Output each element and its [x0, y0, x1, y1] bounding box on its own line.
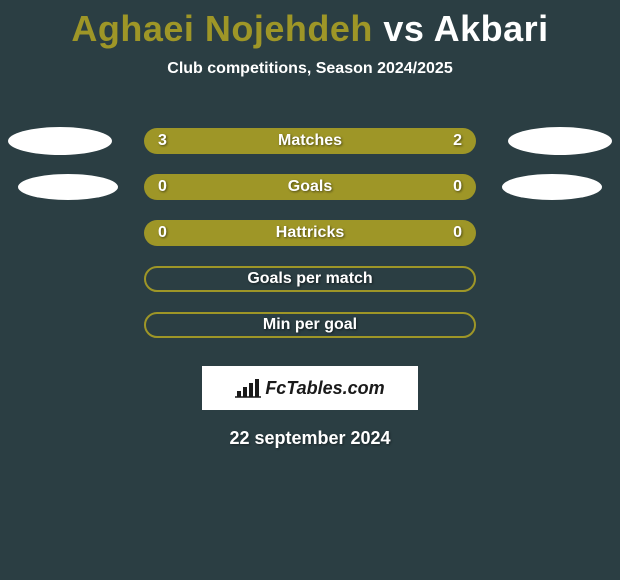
stat-label: Hattricks: [276, 224, 344, 242]
stats-container: 3 Matches 2 0 Goals 0 0 Hattricks 0 Goals per mat…: [0, 118, 620, 348]
vs-text: vs: [383, 8, 424, 49]
player1-name: Aghaei Nojehdeh: [71, 8, 373, 49]
stat-row: Min per goal: [0, 302, 620, 348]
stat-label: Goals per match: [247, 270, 372, 288]
chart-icon: [235, 377, 261, 399]
stat-value-right: 0: [453, 224, 462, 242]
stat-bar: 3 Matches 2: [144, 128, 476, 154]
player-marker-left: [18, 174, 118, 200]
comparison-title: Aghaei Nojehdeh vs Akbari: [0, 0, 620, 50]
stat-bar: Min per goal: [144, 312, 476, 338]
stat-bar: 0 Goals 0: [144, 174, 476, 200]
player-marker-right: [508, 127, 612, 155]
logo-banner: FcTables.com: [202, 366, 418, 410]
date-text: 22 september 2024: [0, 428, 620, 449]
stat-label: Matches: [278, 132, 342, 150]
stat-value-left: 0: [158, 224, 167, 242]
logo-text: FcTables.com: [265, 378, 384, 399]
stat-row: 0 Goals 0: [0, 164, 620, 210]
stat-bar: Goals per match: [144, 266, 476, 292]
player-marker-right: [502, 174, 602, 200]
logo: FcTables.com: [235, 377, 384, 399]
stat-value-left: 3: [158, 132, 167, 150]
player2-name: Akbari: [434, 8, 549, 49]
stat-row: 0 Hattricks 0: [0, 210, 620, 256]
stat-label: Goals: [288, 178, 332, 196]
stat-value-left: 0: [158, 178, 167, 196]
stat-value-right: 2: [453, 132, 462, 150]
stat-bar: 0 Hattricks 0: [144, 220, 476, 246]
player-marker-left: [8, 127, 112, 155]
stat-label: Min per goal: [263, 316, 357, 334]
subtitle: Club competitions, Season 2024/2025: [0, 60, 620, 78]
stat-row: 3 Matches 2: [0, 118, 620, 164]
stat-row: Goals per match: [0, 256, 620, 302]
stat-value-right: 0: [453, 178, 462, 196]
